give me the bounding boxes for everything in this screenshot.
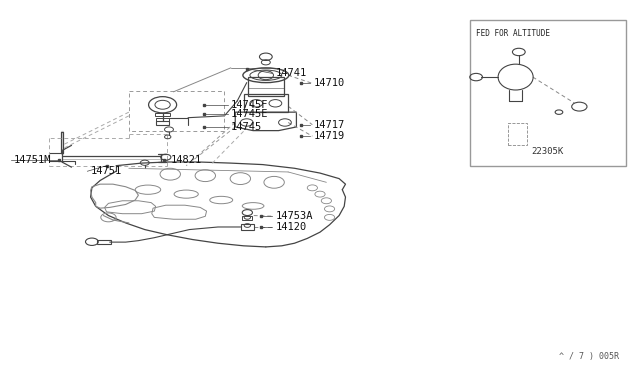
Text: 14745F: 14745F [231, 100, 268, 110]
Text: FED FOR ALTITUDE: FED FOR ALTITUDE [476, 29, 550, 38]
Text: 14821: 14821 [170, 155, 202, 165]
Bar [97, 240, 111, 244]
Bar [244, 94, 288, 112]
Text: 14753A: 14753A [275, 211, 313, 221]
Text: 14719: 14719 [314, 131, 345, 141]
Text: 14745E: 14745E [231, 109, 268, 119]
Bar [248, 77, 284, 96]
Text: 14751M: 14751M [14, 155, 52, 165]
Bar [508, 123, 527, 145]
Bar [241, 224, 253, 230]
Bar [243, 215, 252, 220]
Text: ^ / 7 ) 005R: ^ / 7 ) 005R [559, 352, 620, 361]
Text: 14751: 14751 [91, 166, 122, 176]
Bar [156, 121, 169, 125]
Bar [470, 20, 626, 166]
Text: 14120: 14120 [275, 222, 307, 232]
Text: 14710: 14710 [314, 78, 345, 89]
Bar [156, 118, 169, 121]
Text: 14717: 14717 [314, 120, 345, 130]
Bar [155, 113, 170, 116]
Text: 14745: 14745 [231, 122, 262, 132]
Text: 14741: 14741 [275, 68, 307, 78]
Text: 22305K: 22305K [532, 147, 564, 157]
